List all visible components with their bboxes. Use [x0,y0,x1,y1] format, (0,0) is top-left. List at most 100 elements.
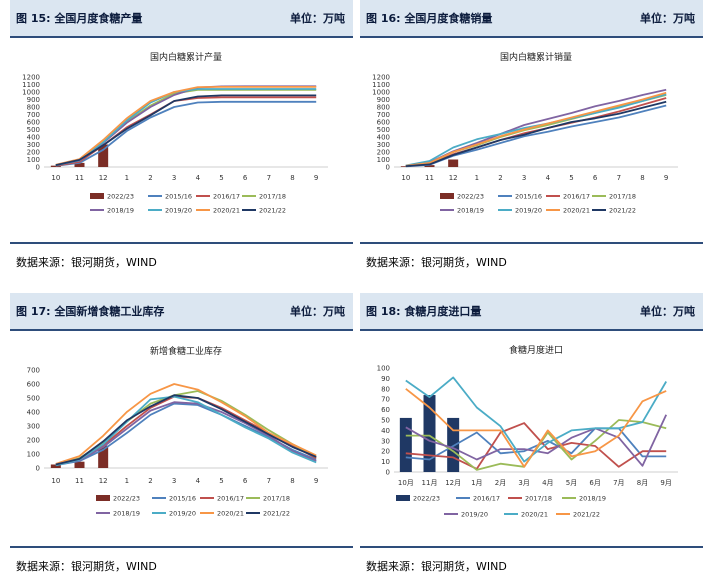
unit-label: 单位：万吨 [640,305,695,318]
x-tick-label: 4 [196,174,201,182]
legend-label: 2018/19 [113,510,140,518]
bar-2022-23-2 [448,159,459,167]
panel-footer: 数据来源：银河期货，WIND [360,242,703,269]
series-line-2020-21 [405,376,667,463]
panel-footer: 数据来源：银河期货，WIND [10,546,353,573]
panel-footer: 数据来源：银河期货，WIND [10,242,353,269]
legend-label: 2017/18 [263,495,290,503]
series-line-2018-19 [55,401,317,466]
legend-label: 2019/20 [461,511,488,519]
x-tick-label: 12 [99,477,108,485]
legend-label: 2019/20 [515,207,542,215]
series-line-2021-22 [55,394,317,466]
legend-label: 2021/22 [573,511,600,519]
chart-title: 国内白糖累计产量 [150,51,222,63]
series-line-2020-21 [55,383,317,465]
bar-2022-23-0 [399,417,412,472]
legend-label: 2017/18 [525,495,552,503]
series-line-2016-17 [405,427,667,461]
y-tick-label: 50 [381,417,390,425]
y-tick-label: 80 [381,385,390,393]
legend-label: 2018/19 [457,207,484,215]
bar-2022-23-1 [423,395,436,472]
y-tick-label: 600 [27,381,40,389]
legend-2016-17: 2016/17 [546,193,590,201]
legend-2015-16: 2015/16 [152,495,196,503]
chart-c15: 国内白糖累计产量 01002003004005006007008009001000… [22,51,328,215]
bar-2022-23-2 [98,144,109,167]
legend-label: 2016/17 [563,193,590,201]
legend-2021-22: 2021/22 [242,207,286,215]
x-tick-label: 5月 [566,479,577,487]
y-tick-label: 40 [381,427,390,435]
legend-2019-20: 2019/20 [444,511,488,519]
panel-title: 图 15: 全国月度食糖产量 [16,12,143,25]
x-tick-label: 12月 [445,479,461,487]
panel-chart-16: 图 16: 全国月度食糖销量 单位：万吨 国内白糖累计销量 0 100 200 300 4… [360,0,703,280]
source-label: 数据来源：银河期货，WIND [366,560,507,573]
legend-swatch [96,495,110,501]
legend-2018-19: 2018/19 [440,207,484,215]
y-tick-label: 500 [27,395,40,403]
legend-2019-20: 2019/20 [498,207,542,215]
chart-title: 食糖月度进口 [509,344,563,356]
y-tick-label: 400 [27,134,40,142]
bar-2022-23-1 [424,165,435,167]
legend-2020-21: 2020/21 [196,207,240,215]
x-tick-label: 6月 [589,479,600,487]
legend-label: 2021/22 [259,207,286,215]
legend-2016-17: 2016/17 [200,495,244,503]
x-tick-label: 6 [243,477,248,485]
x-tick-label: 3 [522,174,526,182]
panel-title: 图 16: 全国月度食糖销量 [366,12,493,25]
legend-2017-18: 2017/18 [242,193,286,201]
x-tick-label: 9 [664,174,668,182]
series-line-2021-22 [405,388,667,468]
legend-label: 2020/21 [217,510,244,518]
bar-2022-23-0 [50,464,61,468]
y-tick-label: 400 [27,409,40,417]
x-tick-label: 5 [219,477,223,485]
x-tick-label: 3月 [518,479,529,487]
legend-2017-18: 2017/18 [592,193,636,201]
series-line-2020-21 [55,86,317,166]
legend-label: 2016/17 [217,495,244,503]
y-tick-label: 1200 [22,74,40,82]
legend-swatch [396,495,410,501]
legend-label: 2019/20 [169,510,196,518]
legend-2019-20: 2019/20 [152,510,196,518]
legend-label: 2021/22 [263,510,290,518]
chart-c18: 食糖月度进口 0 10 20 30 40 50 60 70 80 90 100 10月 11月 12月 1月 2… [377,344,678,519]
unit-label: 单位：万吨 [640,12,695,25]
bar-2022-23-2 [98,445,109,468]
panel-title: 图 18: 食糖月度进口量 [366,305,482,318]
unit-label: 单位：万吨 [290,305,345,318]
panel-chart-17: 图 17: 全国新增食糖工业库存 单位：万吨 新增食糖工业库存 0 100 200 30… [10,293,353,573]
bar-2022-23-1 [74,461,85,468]
legend-2018-19: 2018/19 [90,207,134,215]
legend-2022-23: 2022/23 [90,193,134,201]
legend-2021-22: 2021/22 [246,510,290,518]
unit-label: 单位：万吨 [290,12,345,25]
y-tick-label: 100 [377,156,390,164]
y-tick-label: 700 [27,367,40,375]
legend-label: 2022/23 [413,495,440,503]
legend-2016-17: 2016/17 [196,193,240,201]
legend-2021-22: 2021/22 [556,511,600,519]
y-tick-label: 0 [36,164,40,172]
y-tick-label: 1100 [22,81,40,89]
panel-header: 图 15: 全国月度食糖产量 单位：万吨 [10,0,353,38]
bar-2022-23-1 [74,162,85,167]
legend-label: 2017/18 [609,193,636,201]
panel-header: 图 17: 全国新增食糖工业库存 单位：万吨 [10,293,353,331]
legend-2019-20: 2019/20 [148,207,192,215]
legend-2016-17: 2016/17 [456,495,500,503]
panel-chart-18: 图 18: 食糖月度进口量 单位：万吨 食糖月度进口 0 10 20 30 40 50 60 7… [360,293,703,573]
x-tick-label: 1 [475,174,479,182]
y-tick-label: 900 [377,96,390,104]
x-tick-label: 4月 [542,479,553,487]
series-line-2019-20 [55,395,317,467]
legend-label: 2019/20 [165,207,192,215]
legend-2018-19: 2018/19 [562,495,606,503]
x-tick-label: 1 [125,477,129,485]
